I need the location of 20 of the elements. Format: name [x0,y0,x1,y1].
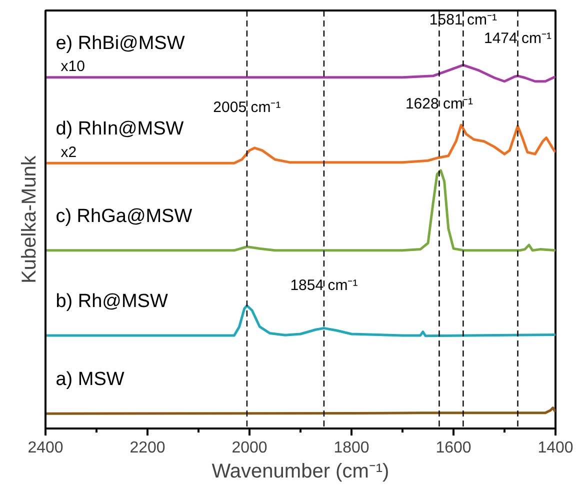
x-tick-label: 1400 [538,440,574,456]
series-label: b) Rh@MSW [56,290,168,312]
annotation: 1628 cm⁻¹ [405,95,473,112]
x-tick-label: 1800 [334,440,370,456]
annotation: x2 [60,144,77,161]
x-tick-label: 2000 [232,440,268,456]
annotation: x10 [60,58,85,75]
x-tick-label: 2200 [130,440,166,456]
annotation: 1854 cm⁻¹ [290,277,358,294]
x-tick-label: 2400 [28,440,64,456]
annotation: 1474 cm⁻¹ [484,30,552,47]
annotation: 1581 cm⁻¹ [429,12,497,29]
x-tick-label: 1600 [436,440,472,456]
series-label: d) RhIn@MSW [56,118,184,140]
series-label: e) RhBi@MSW [56,32,185,54]
x-axis-title: Wavenumber (cm⁻¹) [212,460,390,482]
annotation: 2005 cm⁻¹ [213,98,281,116]
y-axis-title: Kubelka-Munk [18,154,40,284]
series-label: c) RhGa@MSW [56,206,192,227]
series-label: a) MSW [56,368,124,390]
